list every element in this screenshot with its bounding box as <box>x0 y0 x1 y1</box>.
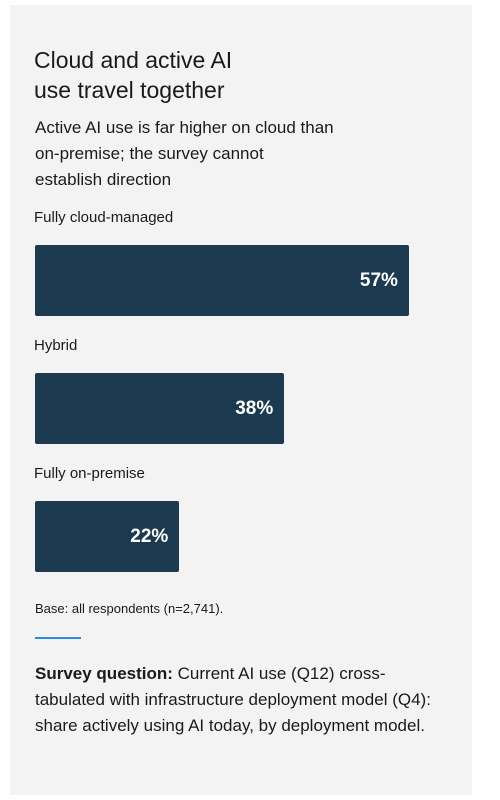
note: Base: all respondents (n=2,741). <box>35 601 224 616</box>
chart-title: Cloud and active AI use travel together <box>34 47 233 103</box>
chart-panel: Cloud and active AI use travel together … <box>10 5 472 795</box>
footer-label: Survey question: <box>35 664 173 683</box>
value-label: 38% <box>235 398 274 419</box>
chart-subtitle: Active AI use is far higher on cloud tha… <box>35 118 334 189</box>
divider <box>35 637 81 639</box>
bar <box>35 245 409 316</box>
value-label: 57% <box>359 270 398 291</box>
value-label: 22% <box>130 526 169 547</box>
footer-text: Current AI use (Q12) cross-tabulated wit… <box>35 664 431 735</box>
category-label: Hybrid <box>34 337 78 354</box>
bar <box>35 373 285 444</box>
bar <box>35 501 180 572</box>
footer: Survey question: Current AI use (Q12) cr… <box>35 661 455 739</box>
category-label: Fully cloud-managed <box>34 209 174 226</box>
category-label: Fully on-premise <box>34 465 145 482</box>
